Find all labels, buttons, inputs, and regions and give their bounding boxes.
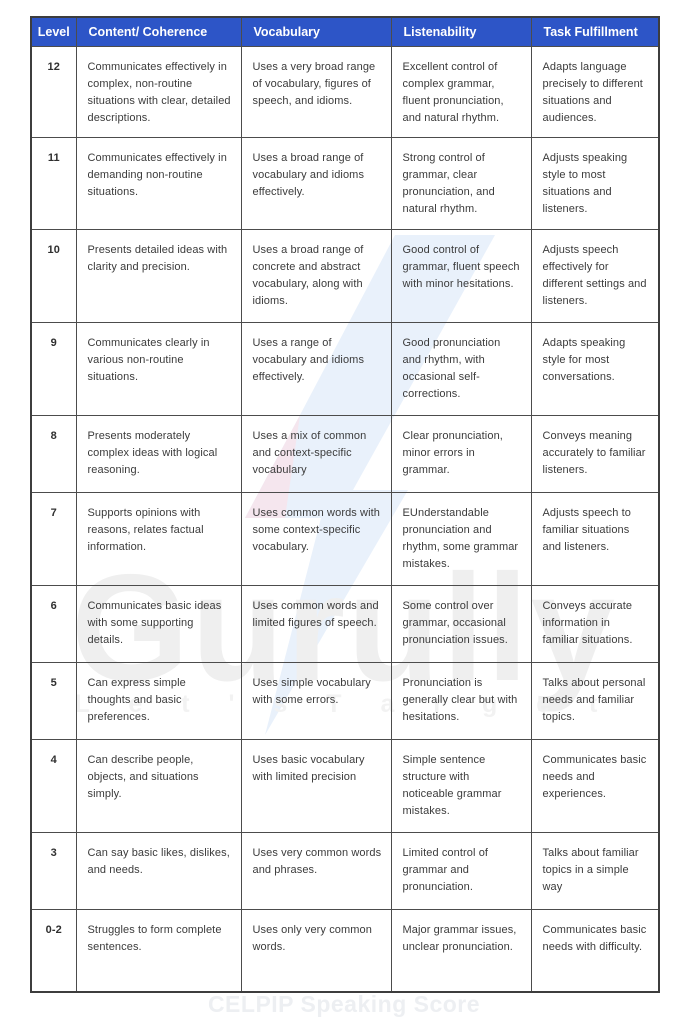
level-cell: 11 (30, 137, 77, 231)
content-cell: Supports opinions with reasons, relates … (75, 492, 242, 587)
column-header-content-coherence: Content/ Coherence (75, 16, 242, 47)
content-cell: Struggles to form complete sentences. (75, 909, 242, 993)
content-cell: Presents detailed ideas with clarity and… (75, 229, 242, 324)
table-row: 12 Communicates effectively in complex, n… (30, 45, 660, 139)
task-fulfillment-cell: Adjusts speech to familiar situations an… (530, 492, 660, 587)
listenability-cell: Some control over grammar, occasional pr… (390, 585, 532, 664)
vocabulary-cell: Uses only very common words. (240, 909, 392, 993)
level-cell: 8 (30, 415, 77, 494)
table-header: Level Content/ Coherence Vocabulary List… (30, 16, 660, 47)
table-row: 9 Communicates clearly in various non-rou… (30, 322, 660, 417)
vocabulary-cell: Uses a very broad range of vocabulary, f… (240, 45, 392, 139)
level-cell: 0-2 (30, 909, 77, 993)
vocabulary-cell: Uses common words and limited figures of… (240, 585, 392, 664)
task-fulfillment-cell: Adjusts speech effectively for different… (530, 229, 660, 324)
level-cell: 9 (30, 322, 77, 417)
content-cell: Communicates effectively in complex, non… (75, 45, 242, 139)
listenability-cell: Pronunciation is generally clear but wit… (390, 662, 532, 741)
vocabulary-cell: Uses a broad range of vocabulary and idi… (240, 137, 392, 231)
content-cell: Can say basic likes, dislikes, and needs… (75, 832, 242, 911)
table-row: 4 Can describe people, objects, and situa… (30, 739, 660, 834)
task-fulfillment-cell: Talks about personal needs and familiar … (530, 662, 660, 741)
listenability-cell: EUnderstandable pronunciation and rhythm… (390, 492, 532, 587)
content-cell: Communicates effectively in demanding no… (75, 137, 242, 231)
task-fulfillment-cell: Communicates basic needs and experiences… (530, 739, 660, 834)
column-header-vocabulary: Vocabulary (240, 16, 392, 47)
table-caption: CELPIP Speaking Score (207, 991, 481, 1017)
level-cell: 4 (30, 739, 77, 834)
vocabulary-cell: Uses a broad range of concrete and abstr… (240, 229, 392, 324)
vocabulary-cell: Uses simple vocabulary with some errors. (240, 662, 392, 741)
level-cell: 5 (30, 662, 77, 741)
column-header-level: Level (30, 16, 77, 47)
table-row: 8 Presents moderately complex ideas with … (30, 415, 660, 494)
table-body: 12 Communicates effectively in complex, n… (30, 45, 660, 993)
table-row: 3 Can say basic likes, dislikes, and need… (30, 832, 660, 911)
vocabulary-cell: Uses a range of vocabulary and idioms ef… (240, 322, 392, 417)
vocabulary-cell: Uses basic vocabulary with limited preci… (240, 739, 392, 834)
content-cell: Presents moderately complex ideas with l… (75, 415, 242, 494)
listenability-cell: Excellent control of complex grammar, fl… (390, 45, 532, 139)
level-cell: 12 (30, 45, 77, 139)
task-fulfillment-cell: Adjusts speaking style to most situation… (530, 137, 660, 231)
task-fulfillment-cell: Adapts language precisely to different s… (530, 45, 660, 139)
level-cell: 10 (30, 229, 77, 324)
celpip-speaking-score-table: Level Content/ Coherence Vocabulary List… (30, 16, 660, 993)
table-row: 0-2 Struggles to form complete sentences.… (30, 909, 660, 993)
level-cell: 6 (30, 585, 77, 664)
listenability-cell: Good pronunciation and rhythm, with occa… (390, 322, 532, 417)
table-row: 7 Supports opinions with reasons, relates… (30, 492, 660, 587)
content-cell: Communicates basic ideas with some suppo… (75, 585, 242, 664)
column-header-listenability: Listenability (390, 16, 532, 47)
table-row: 11 Communicates effectively in demanding … (30, 137, 660, 231)
listenability-cell: Strong control of grammar, clear pronunc… (390, 137, 532, 231)
task-fulfillment-cell: Communicates basic needs with difficulty… (530, 909, 660, 993)
vocabulary-cell: Uses common words with some context-spec… (240, 492, 392, 587)
task-fulfillment-cell: Adapts speaking style for most conversat… (530, 322, 660, 417)
listenability-cell: Good control of grammar, fluent speech w… (390, 229, 532, 324)
listenability-cell: Simple sentence structure with noticeabl… (390, 739, 532, 834)
content-cell: Can express simple thoughts and basic pr… (75, 662, 242, 741)
listenability-cell: Limited control of grammar and pronuncia… (390, 832, 532, 911)
task-fulfillment-cell: Conveys meaning accurately to familiar l… (530, 415, 660, 494)
task-fulfillment-cell: Talks about familiar topics in a simple … (530, 832, 660, 911)
column-header-task-fulfillment: Task Fulfillment (530, 16, 660, 47)
vocabulary-cell: Uses very common words and phrases. (240, 832, 392, 911)
content-cell: Communicates clearly in various non-rout… (75, 322, 242, 417)
content-cell: Can describe people, objects, and situat… (75, 739, 242, 834)
level-cell: 3 (30, 832, 77, 911)
table-row: 6 Communicates basic ideas with some supp… (30, 585, 660, 664)
header-row: Level Content/ Coherence Vocabulary List… (30, 16, 660, 47)
table-row: 5 Can express simple thoughts and basic p… (30, 662, 660, 741)
level-cell: 7 (30, 492, 77, 587)
table-row: 10 Presents detailed ideas with clarity a… (30, 229, 660, 324)
task-fulfillment-cell: Conveys accurate information in familiar… (530, 585, 660, 664)
listenability-cell: Clear pronunciation, minor errors in gra… (390, 415, 532, 494)
listenability-cell: Major grammar issues, unclear pronunciat… (390, 909, 532, 993)
vocabulary-cell: Uses a mix of common and context-specifi… (240, 415, 392, 494)
